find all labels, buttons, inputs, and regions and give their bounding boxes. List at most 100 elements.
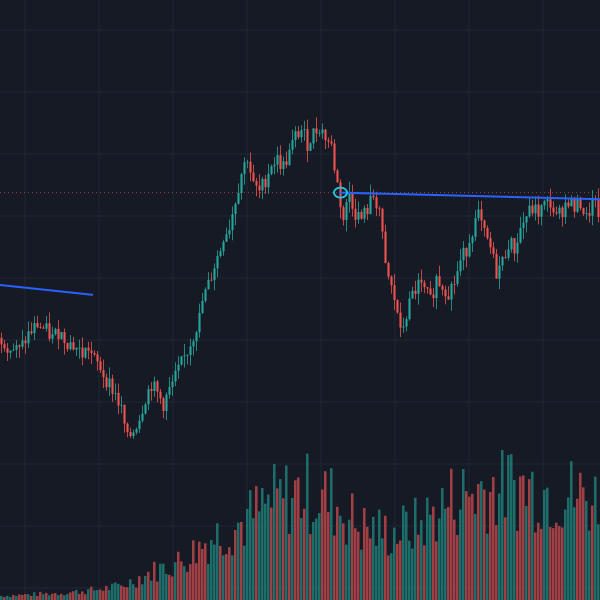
candle-up — [204, 289, 207, 301]
candle-up — [138, 420, 141, 430]
candle-up — [120, 404, 123, 406]
volume-bar — [486, 533, 489, 600]
volume-bar — [111, 583, 114, 600]
candle-up — [468, 242, 471, 257]
volume-bar — [594, 476, 597, 600]
volume-bar — [135, 587, 138, 600]
volume-bar — [93, 590, 96, 600]
volume-bar — [21, 594, 24, 600]
volume-bar — [447, 507, 450, 600]
candle-up — [564, 202, 567, 218]
candle-up — [300, 130, 303, 138]
volume-bar — [117, 583, 120, 600]
candle-down — [465, 247, 468, 257]
candle-down — [258, 185, 261, 191]
volume-bar — [567, 497, 570, 600]
volume-bar — [564, 509, 567, 600]
candle-up — [519, 227, 522, 243]
volume-bar — [180, 561, 183, 600]
candle-down — [252, 172, 255, 182]
volume-bar — [558, 526, 561, 600]
volume-bar — [282, 498, 285, 600]
anchor-marker[interactable] — [333, 186, 348, 199]
candle-down — [384, 231, 387, 264]
volume-bar — [408, 540, 411, 600]
candle-up — [288, 149, 291, 165]
candle-up — [12, 349, 15, 351]
candle-up — [303, 129, 306, 131]
candle-down — [264, 178, 267, 188]
candle-down — [375, 197, 378, 209]
volume-bar — [489, 491, 492, 600]
candle-up — [231, 213, 234, 231]
candle-down — [483, 220, 486, 228]
volume-bar — [459, 509, 462, 600]
candle-up — [471, 236, 474, 243]
candle-up — [228, 230, 231, 235]
candle-down — [567, 202, 570, 207]
candle-up — [246, 161, 249, 163]
candle-down — [129, 431, 132, 437]
candle-down — [549, 199, 552, 208]
volume-bar — [156, 581, 159, 600]
candle-up — [462, 247, 465, 261]
candle-up — [450, 283, 453, 300]
volume-bar — [225, 554, 228, 600]
candle-down — [573, 198, 576, 212]
volume-bar — [342, 523, 345, 600]
candle-up — [216, 256, 219, 269]
volume-bar — [147, 571, 150, 600]
volume-bar — [237, 522, 240, 600]
volume-bar — [441, 488, 444, 600]
candle-down — [387, 263, 390, 277]
volume-bar — [162, 563, 165, 600]
candle-down — [81, 347, 84, 358]
volume-bar — [141, 584, 144, 600]
volume-bar — [510, 454, 513, 600]
volume-bar — [45, 592, 48, 600]
candle-up — [294, 131, 297, 141]
volume-bar — [393, 527, 396, 600]
volume-bar — [339, 515, 342, 600]
volume-bar — [6, 595, 9, 600]
candle-down — [249, 161, 252, 173]
volume-bar — [132, 584, 135, 600]
volume-bar — [300, 518, 303, 600]
volume-bar — [480, 481, 483, 600]
volume-bar — [570, 461, 573, 600]
candle-down — [93, 352, 96, 355]
candle-down — [393, 285, 396, 300]
candle-down — [72, 342, 75, 350]
candle-up — [348, 192, 351, 203]
candle-up — [243, 162, 246, 175]
candle-down — [24, 340, 27, 344]
candle-down — [513, 238, 516, 254]
volume-bar — [366, 526, 369, 600]
candle-up — [84, 347, 87, 358]
candle-up — [177, 364, 180, 371]
candle-up — [165, 394, 168, 411]
volume-bar — [348, 519, 351, 600]
candle-down — [396, 299, 399, 313]
volume-bar — [60, 593, 63, 600]
candle-up — [261, 178, 264, 191]
trendline — [0, 284, 94, 296]
volume-bar — [63, 595, 66, 600]
volume-bar — [42, 594, 45, 600]
candle-down — [105, 377, 108, 388]
volume-bar — [177, 551, 180, 600]
volume-bar — [186, 571, 189, 600]
volume-bar — [333, 535, 336, 600]
volume-bar — [267, 494, 270, 600]
volume-bar — [126, 587, 129, 600]
candle-down — [48, 323, 51, 339]
volume-bar — [387, 555, 390, 600]
candle-up — [528, 205, 531, 217]
trendlines[interactable] — [0, 191, 600, 296]
volume-bar — [108, 590, 111, 600]
volume-bar — [312, 521, 315, 600]
volume-bar — [249, 490, 252, 600]
candle-up — [507, 249, 510, 258]
